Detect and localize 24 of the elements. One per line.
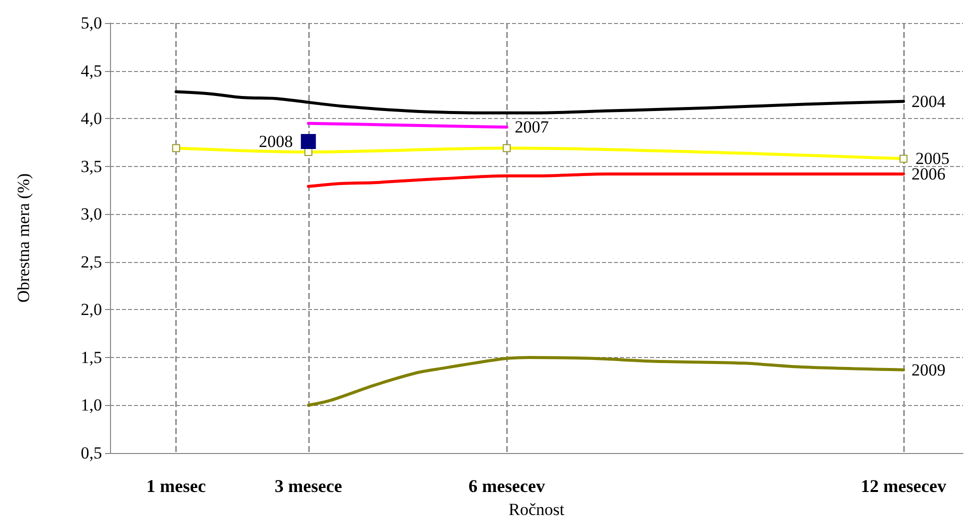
y-tick-label: 2,5 (80, 252, 102, 272)
x-tick-label: 1 mesec (146, 476, 206, 496)
point (300, 134, 316, 149)
series-label: 2008 (258, 132, 293, 151)
line-series (306, 356, 905, 407)
series-label: 2004 (911, 92, 946, 111)
y-tick-label: 5,0 (80, 14, 102, 32)
y-tick-label: 4,5 (80, 61, 102, 80)
y-tick-label: 0,5 (80, 444, 102, 462)
line-series (306, 172, 905, 188)
series-label: 2009 (911, 360, 946, 380)
y-tick-label: 2,0 (80, 300, 102, 320)
y-axis-title: Obrestna mera (%) (14, 173, 33, 303)
y-tick-label: 4,0 (80, 109, 102, 128)
y-tick-label: 3,0 (80, 204, 102, 224)
series-label: 2007 (514, 118, 550, 137)
x-tick-label: 3 mesece (274, 476, 342, 496)
x-axis-title: Ročnost (508, 500, 565, 519)
x-tick-label: 12 mesecev (860, 476, 946, 496)
y-tick-label: 1,0 (80, 396, 102, 415)
line-series (174, 90, 905, 114)
y-tick-label: 3,5 (80, 156, 102, 176)
y-tick-label: 1,5 (80, 348, 102, 367)
x-tick-label: 6 mesecev (468, 476, 545, 496)
